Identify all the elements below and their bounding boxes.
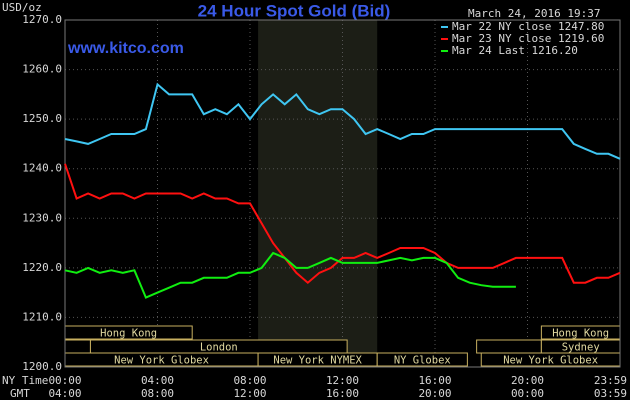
legend-entry: Mar 22 NY close 1247.80 (452, 20, 604, 33)
x-tick-label: 16:00 (418, 374, 451, 387)
plot-frame (64, 19, 621, 368)
x2-tick-label: 16:00 (326, 387, 359, 400)
y-tick-label: 1250.0 (22, 112, 62, 125)
x2-tick-label: 00:00 (511, 387, 544, 400)
x-tick-label: 20:00 (511, 374, 544, 387)
y-tick-label: 1240.0 (22, 162, 62, 175)
x-tick-label: 04:00 (141, 374, 174, 387)
series-line (64, 163, 621, 285)
session-label: New York Globex (114, 355, 209, 367)
session-label: Hong Kong (552, 328, 609, 340)
series-line (64, 251, 516, 299)
session-label: Sydney (562, 342, 600, 354)
y-tick-label: 1270.0 (22, 13, 62, 26)
y-tick-label: 1200.0 (22, 360, 62, 373)
x2-tick-label: 12:00 (233, 387, 266, 400)
series-line (64, 82, 621, 160)
x-tick-label: 23:59 (594, 374, 627, 387)
session-label: New York Globex (503, 355, 598, 367)
x-tick-label: 12:00 (326, 374, 359, 387)
source: www.kitco.com (67, 40, 184, 57)
session-box (476, 339, 542, 354)
x-axis-label: NY Time (2, 374, 48, 387)
session-label: London (200, 342, 238, 354)
x-tick-label: 08:00 (233, 374, 266, 387)
y-tick-label: 1220.0 (22, 261, 62, 274)
legend-entry: Mar 24 Last 1216.20 (452, 44, 578, 57)
x2-tick-label: 03:59 (594, 387, 627, 400)
x-tick-label: 00:00 (48, 374, 81, 387)
x2-tick-label: 20:00 (418, 387, 451, 400)
session-box (64, 339, 91, 354)
session-label: NY Globex (394, 355, 451, 367)
legend-entry: Mar 23 NY close 1219.60 (452, 32, 604, 45)
y-tick-label: 1230.0 (22, 211, 62, 224)
session-box (376, 352, 468, 367)
session-label: Hong Kong (100, 328, 157, 340)
y-tick-label: 1260.0 (22, 63, 62, 76)
timestamp: March 24, 2016 19:37 (468, 7, 600, 20)
x2-axis-label: GMT (10, 387, 30, 400)
y-axis-label: USD/oz (2, 1, 42, 14)
x2-tick-label: 08:00 (141, 387, 174, 400)
y-tick-label: 1210.0 (22, 310, 62, 323)
chart-title: 24 Hour Spot Gold (Bid) (198, 1, 391, 20)
x2-tick-label: 04:00 (48, 387, 81, 400)
trading-shade (258, 20, 378, 367)
session-label: New York NYMEX (273, 355, 362, 367)
